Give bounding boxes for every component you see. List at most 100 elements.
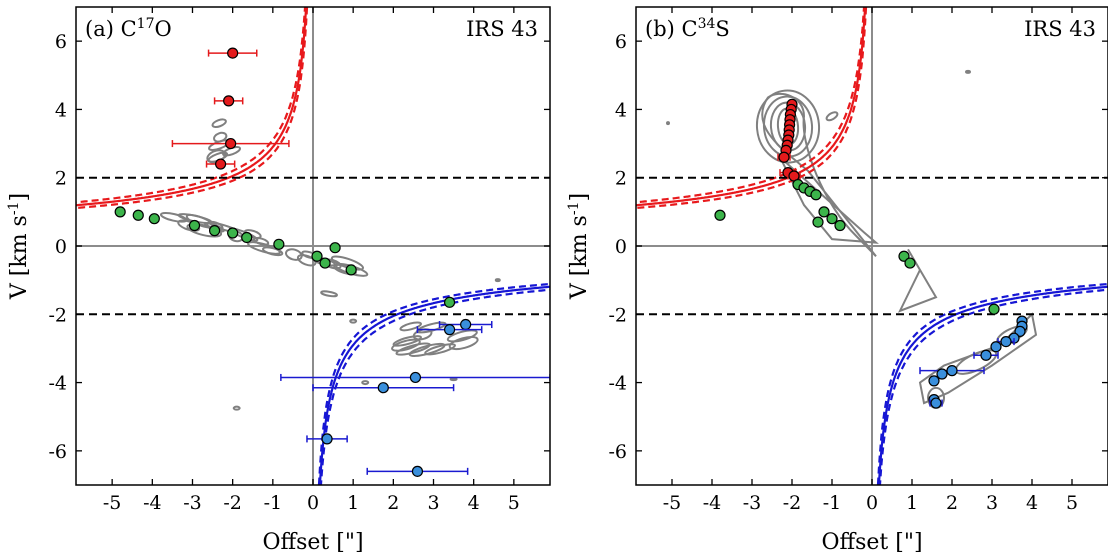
data-point	[928, 375, 940, 387]
y-tick-label: 2	[615, 168, 627, 190]
data-point	[904, 257, 916, 269]
contour	[779, 156, 879, 244]
y-tick-label: -2	[48, 304, 67, 326]
x-tick-label: 2	[946, 492, 958, 514]
data-point	[411, 465, 424, 477]
source-label: IRS 43	[466, 17, 538, 41]
data-point	[714, 209, 726, 221]
data-point	[460, 318, 472, 331]
x-tick-label: -3	[743, 492, 762, 514]
contour	[449, 377, 458, 382]
contour	[897, 248, 938, 313]
data-point	[409, 371, 422, 384]
x-tick-label: 2	[387, 492, 399, 514]
y-tick-label: 2	[55, 168, 67, 190]
data-point	[208, 225, 221, 237]
x-tick-label: -1	[823, 492, 842, 514]
contour	[965, 69, 971, 74]
x-tick-label: 3	[986, 492, 998, 514]
contour	[262, 246, 284, 257]
keplerian-curve	[319, 288, 550, 485]
x-tick-label: -2	[783, 492, 802, 514]
y-tick-label: 4	[615, 99, 627, 121]
keplerian-curve	[76, 7, 307, 204]
x-tick-label: 1	[906, 492, 918, 514]
data-point	[810, 189, 822, 201]
data-point	[930, 397, 942, 409]
x-tick-label: 4	[1026, 492, 1038, 514]
data-point	[227, 227, 239, 239]
x-tick-label: -4	[703, 492, 722, 514]
panel-a-chart: -5 -4 -3 -2 -1 0 1 2 3 4 5 -6 -4 -2 0 2 4 6 Offset ["] V [k…	[6, 6, 551, 553]
data-point	[980, 349, 992, 361]
data-point	[946, 365, 958, 377]
y-tick-label: -4	[48, 373, 67, 395]
x-axis-title: Offset ["]	[262, 530, 363, 553]
x-tick-label: 3	[427, 492, 439, 514]
data-point	[132, 209, 144, 221]
data-point	[329, 242, 341, 254]
data-point	[148, 213, 160, 225]
series	[280, 318, 550, 477]
keplerian-curve	[636, 7, 867, 207]
keplerian-curve	[877, 285, 1108, 485]
plot-area	[636, 7, 1108, 485]
y-axis-title-sup: -1	[6, 202, 22, 216]
keplerian-curve	[636, 7, 866, 204]
data-point	[215, 158, 227, 170]
contour	[494, 278, 501, 283]
contour	[349, 318, 358, 324]
data-point	[936, 368, 948, 380]
x-tick-label: 0	[866, 492, 878, 514]
panel-label: (a) C17O	[85, 16, 172, 41]
contour	[361, 380, 370, 386]
data-point	[321, 433, 333, 445]
y-tick-label: 6	[55, 31, 67, 53]
data-point	[223, 95, 235, 107]
data-point	[377, 382, 389, 394]
series	[919, 315, 1028, 409]
data-point	[227, 47, 239, 59]
contour	[391, 338, 421, 352]
keplerian-curve	[76, 7, 309, 210]
y-axis-title-end: ]	[7, 193, 32, 202]
x-tick-label: 4	[468, 492, 480, 514]
data-point	[225, 137, 237, 150]
data-point	[319, 257, 331, 269]
y-tick-label: 6	[615, 31, 627, 53]
data-point	[1000, 336, 1012, 348]
contour	[211, 118, 227, 128]
y-axis-title-main: V [km s	[7, 215, 32, 300]
x-tick-label: -5	[663, 492, 682, 514]
x-tick-label: -2	[223, 492, 242, 514]
contour-layer	[666, 69, 1038, 409]
series	[171, 47, 290, 170]
contour	[285, 248, 303, 261]
data-point	[826, 213, 838, 225]
panel-label: (b) C34S	[645, 16, 730, 41]
x-tick-label: -1	[264, 492, 283, 514]
y-tick-label: 4	[55, 99, 67, 121]
keplerian-curve	[318, 285, 550, 485]
keplerian-curve	[76, 7, 308, 207]
x-tick-label: 5	[508, 492, 520, 514]
x-tick-label: 1	[347, 492, 359, 514]
y-tick-label: -6	[608, 441, 627, 463]
contour	[448, 336, 479, 351]
keplerian-curve	[317, 282, 550, 485]
keplerian-curve	[636, 7, 868, 210]
y-tick-label: -2	[608, 304, 627, 326]
contour	[395, 342, 431, 356]
x-tick-label: 5	[1066, 492, 1078, 514]
series	[114, 206, 456, 308]
data-point	[990, 341, 1002, 353]
contour	[296, 254, 317, 267]
contour	[320, 290, 338, 298]
panel-label-main: (b) C	[645, 17, 698, 41]
y-axis-title-end: ]	[567, 193, 592, 202]
data-point	[345, 264, 357, 276]
contour	[825, 111, 839, 122]
